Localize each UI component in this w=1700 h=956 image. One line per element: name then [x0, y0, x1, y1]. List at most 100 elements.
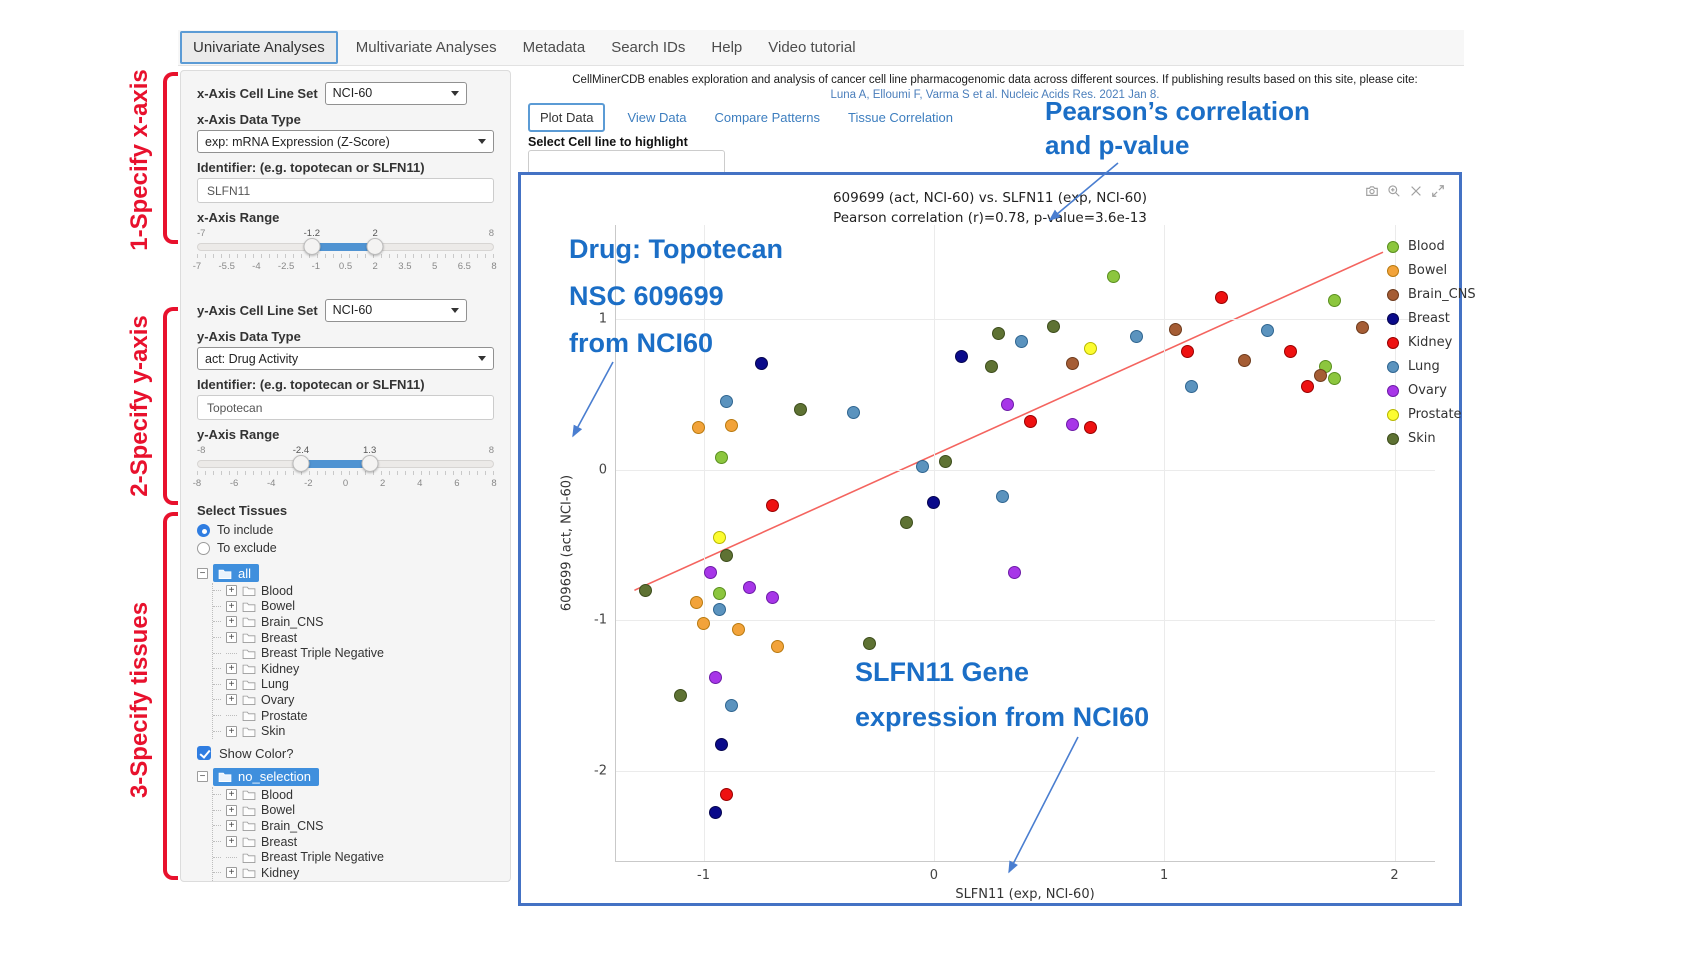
slider-tick-label: 0	[343, 478, 348, 489]
expand-icon[interactable]: +	[226, 726, 237, 737]
expand-icon[interactable]: +	[226, 616, 237, 627]
scatter-point-prostate	[713, 531, 726, 544]
expand-icon[interactable]	[1431, 184, 1445, 198]
y-identifier-input[interactable]: Topotecan	[197, 395, 494, 420]
slider-tick-label: 0.5	[339, 261, 352, 272]
legend-item-ovary[interactable]: Ovary	[1387, 383, 1476, 398]
tree-node-breast[interactable]: +Breast	[213, 834, 494, 850]
tree-root-no-selection[interactable]: −no_selection	[197, 767, 494, 787]
scatter-point-kidney	[1301, 380, 1314, 393]
tree-node-prostate[interactable]: Prostate	[213, 708, 494, 724]
tree-node-lung[interactable]: +Lung	[213, 677, 494, 693]
expand-icon[interactable]: +	[226, 679, 237, 690]
expand-icon[interactable]: +	[226, 805, 237, 816]
tree-node-breast[interactable]: +Breast	[213, 630, 494, 646]
x-data-type-select[interactable]: exp: mRNA Expression (Z-Score)	[197, 130, 494, 153]
nav-item-video-tutorial[interactable]: Video tutorial	[755, 32, 868, 63]
tree-connector	[213, 699, 221, 700]
folder-icon	[218, 568, 232, 579]
folder-icon	[242, 601, 256, 612]
legend-item-breast[interactable]: Breast	[1387, 311, 1476, 326]
x-range-slider[interactable]: -78-1.22-7-5.5-4-2.5-10.523.556.58	[197, 228, 494, 276]
tree-node-kidney[interactable]: +Kidney	[213, 661, 494, 677]
nav-item-univariate-analyses[interactable]: Univariate Analyses	[180, 31, 338, 64]
close-icon[interactable]	[1409, 184, 1423, 198]
nav-item-help[interactable]: Help	[698, 32, 755, 63]
citation-link[interactable]: Luna A, Elloumi F, Varma S et al. Nuclei…	[530, 89, 1460, 101]
plot-legend: Blood Bowel Brain_CNS Breast Kidney Lung Ovary…	[1387, 239, 1476, 455]
y-axis-title: 609699 (act, NCI-60)	[560, 475, 575, 611]
legend-label: Kidney	[1408, 335, 1452, 350]
y-range-slider[interactable]: -88-2.41.3-8-6-4-202468	[197, 445, 494, 493]
legend-item-blood[interactable]: Blood	[1387, 239, 1476, 254]
tree-node-blood[interactable]: +Blood	[213, 583, 494, 599]
expand-icon[interactable]: +	[226, 585, 237, 596]
expand-icon[interactable]: +	[226, 694, 237, 705]
scatter-point-skin	[900, 516, 913, 529]
legend-item-skin[interactable]: Skin	[1387, 431, 1476, 446]
tree-node-brain-cns[interactable]: +Brain_CNS	[213, 614, 494, 630]
scatter-point-kidney	[1024, 415, 1037, 428]
expand-icon[interactable]: +	[226, 601, 237, 612]
slider-handle-high[interactable]	[361, 455, 378, 472]
gridline-x	[1164, 225, 1165, 861]
radio-to-exclude[interactable]: To exclude	[197, 539, 494, 557]
legend-item-kidney[interactable]: Kidney	[1387, 335, 1476, 350]
slider-tick-label: 4	[417, 478, 422, 489]
tree-node-breast-triple-negative[interactable]: Breast Triple Negative	[213, 645, 494, 661]
folder-icon	[242, 632, 256, 643]
legend-item-brain-cns[interactable]: Brain_CNS	[1387, 287, 1476, 302]
tab-plot-data[interactable]: Plot Data	[528, 103, 605, 132]
slider-tick-label: 8	[491, 478, 496, 489]
tree-node-bowel[interactable]: +Bowel	[213, 803, 494, 819]
tree-node-skin[interactable]: +Skin	[213, 723, 494, 739]
expand-icon[interactable]: +	[226, 867, 237, 878]
nav-item-search-ids[interactable]: Search IDs	[598, 32, 698, 63]
nav-item-metadata[interactable]: Metadata	[510, 32, 599, 63]
y-data-type-select[interactable]: act: Drug Activity	[197, 347, 494, 370]
x-cell-line-set-select[interactable]: NCI-60	[325, 82, 467, 105]
camera-icon[interactable]	[1365, 184, 1379, 198]
slider-tick-label: -7	[193, 261, 201, 272]
expand-icon[interactable]: +	[226, 663, 237, 674]
collapse-icon[interactable]: −	[197, 771, 208, 782]
zoom-in-icon[interactable]	[1387, 184, 1401, 198]
legend-label: Ovary	[1408, 383, 1447, 398]
tree-connector	[226, 857, 237, 858]
slider-handle-low[interactable]	[292, 455, 309, 472]
tree-connector	[213, 684, 221, 685]
tab-view-data[interactable]: View Data	[613, 104, 700, 131]
tree-node-blood[interactable]: +Blood	[213, 787, 494, 803]
tree-connector	[213, 731, 221, 732]
slider-handle-low[interactable]	[303, 238, 320, 255]
expand-icon[interactable]: +	[226, 789, 237, 800]
tree-root-all[interactable]: −all	[197, 563, 494, 583]
scatter-point-bowel	[732, 623, 745, 636]
y-cell-line-set-select[interactable]: NCI-60	[325, 299, 467, 322]
expand-icon[interactable]: +	[226, 820, 237, 831]
x-identifier-input[interactable]: SLFN11	[197, 178, 494, 203]
x-data-type-label: x-Axis Data Type	[197, 112, 494, 127]
tree-node-bowel[interactable]: +Bowel	[213, 599, 494, 615]
radio-to-include[interactable]: To include	[197, 521, 494, 539]
tree-node-kidney[interactable]: +Kidney	[213, 865, 494, 881]
tab-tissue-correlation[interactable]: Tissue Correlation	[834, 104, 967, 131]
tree-node-lung[interactable]: +Lung	[213, 881, 494, 883]
slider-tick-label: -6	[230, 478, 238, 489]
slider-handle-high[interactable]	[367, 238, 384, 255]
tree-node-brain-cns[interactable]: +Brain_CNS	[213, 818, 494, 834]
tree-node-ovary[interactable]: +Ovary	[213, 692, 494, 708]
tab-compare-patterns[interactable]: Compare Patterns	[701, 104, 835, 131]
expand-icon[interactable]: +	[226, 632, 237, 643]
nav-item-multivariate-analyses[interactable]: Multivariate Analyses	[343, 32, 510, 63]
expand-icon[interactable]: +	[226, 836, 237, 847]
checkbox-checked-icon	[197, 746, 211, 760]
legend-item-bowel[interactable]: Bowel	[1387, 263, 1476, 278]
step2-bracket	[163, 307, 178, 505]
legend-item-prostate[interactable]: Prostate	[1387, 407, 1476, 422]
scatter-point-blood	[1107, 270, 1120, 283]
tree-node-breast-triple-negative[interactable]: Breast Triple Negative	[213, 849, 494, 865]
legend-item-lung[interactable]: Lung	[1387, 359, 1476, 374]
show-color-checkbox[interactable]: Show Color?	[197, 746, 494, 761]
collapse-icon[interactable]: −	[197, 568, 208, 579]
